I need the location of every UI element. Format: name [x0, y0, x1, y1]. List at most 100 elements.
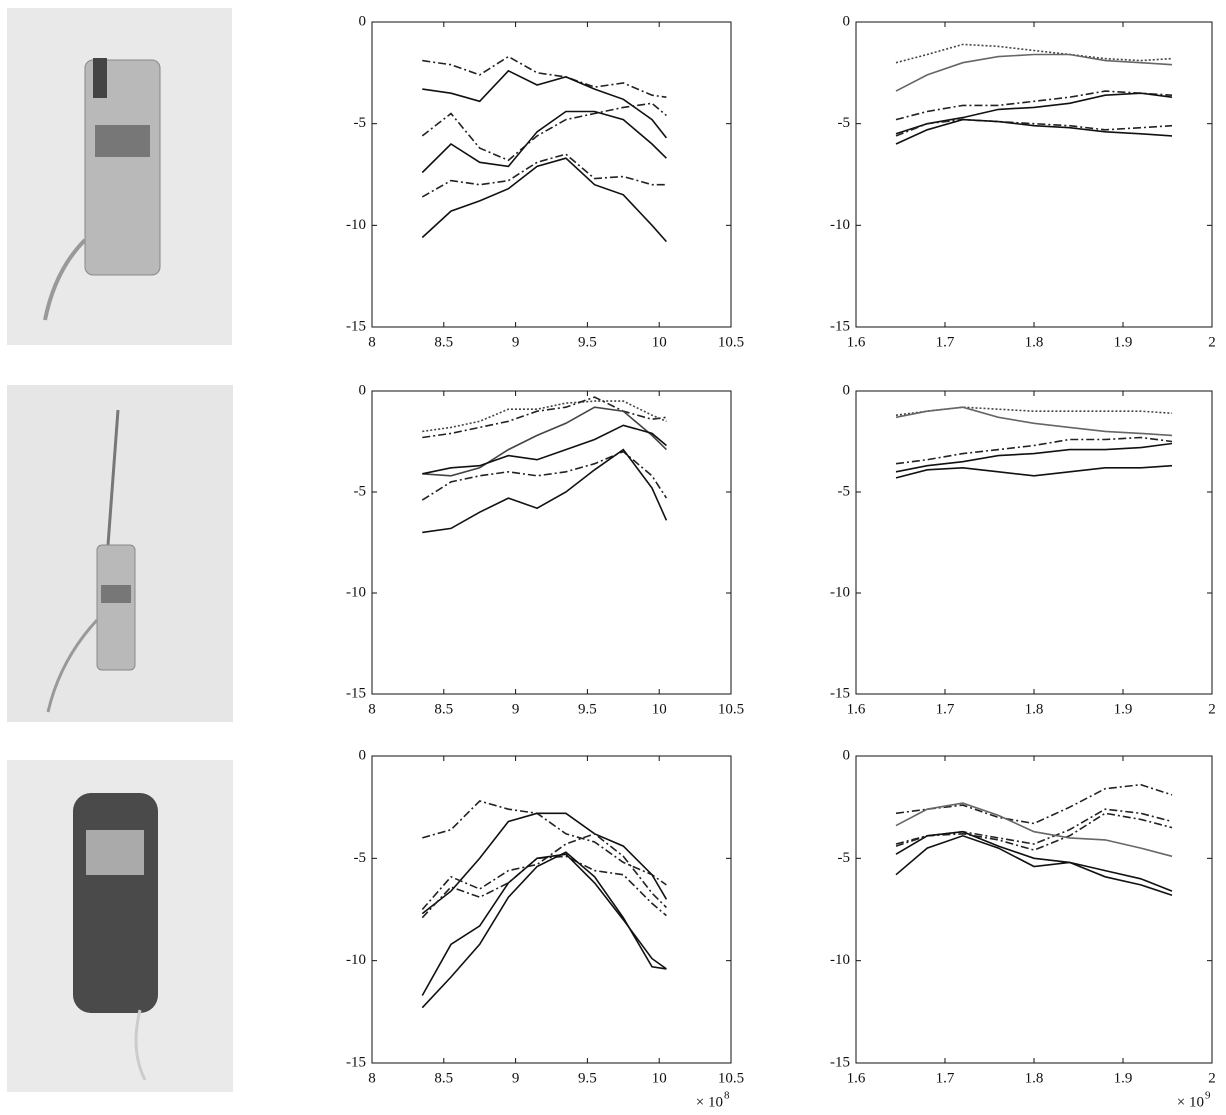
x-tick-label: 8.5	[434, 701, 453, 717]
series-line	[421, 157, 667, 243]
phone-photo-2	[7, 385, 233, 722]
y-tick-label: -15	[830, 685, 850, 701]
y-tick-label: -5	[354, 115, 367, 131]
plot-frame	[371, 21, 732, 328]
x-tick-label: 1.7	[936, 701, 955, 717]
x-tick-label: 1.7	[936, 334, 955, 350]
y-tick-label: -5	[354, 850, 367, 866]
x-tick-label: 1.9	[1114, 334, 1133, 350]
x-tick-label: 9	[512, 334, 520, 350]
series-line	[421, 153, 667, 198]
series-line	[421, 812, 668, 915]
x-tick-label: 10	[652, 1070, 667, 1086]
x-tick-label: 2	[1208, 1070, 1216, 1086]
plot-frame	[855, 390, 1213, 695]
x-tick-label: 1.7	[936, 1070, 955, 1086]
x-tick-label: 10	[652, 701, 667, 717]
x-tick-label: 8.5	[434, 1070, 453, 1086]
y-tick-label: -10	[830, 584, 850, 600]
y-tick-label: 0	[359, 747, 367, 763]
series-line	[895, 436, 1173, 465]
y-tick-label: 0	[843, 13, 851, 29]
x-tick-label: 8	[368, 334, 376, 350]
x-tick-label: 2	[1208, 701, 1216, 717]
phone-photo-3	[7, 760, 233, 1092]
series-line	[895, 118, 1173, 137]
x-tick-label: 1.9	[1114, 701, 1133, 717]
y-tick-label: -15	[830, 318, 850, 334]
y-tick-label: -15	[346, 318, 366, 334]
series-line	[895, 53, 1173, 92]
series-line	[422, 69, 668, 139]
x-tick-label: 2	[1208, 334, 1216, 350]
y-tick-label: 0	[843, 747, 851, 763]
series-line	[422, 396, 667, 439]
series-line	[421, 832, 667, 911]
series-line	[422, 406, 667, 477]
series-line	[895, 118, 1173, 145]
series-line	[895, 43, 1173, 64]
x-tick-label: 1.8	[1025, 334, 1044, 350]
series-line	[895, 92, 1173, 135]
y-tick-label: -15	[346, 685, 366, 701]
y-tick-label: -15	[830, 1054, 850, 1070]
series-line	[421, 102, 667, 162]
series-line	[895, 808, 1173, 845]
x-tick-label: 9.5	[578, 334, 597, 350]
x-tick-label: 8.5	[434, 334, 453, 350]
chart: 8 8.5 9 9.5 10 10.5 0 -5 -10 -15	[346, 382, 744, 717]
series-line	[895, 90, 1173, 121]
x-tick-label: 8	[368, 701, 376, 717]
plot-frame	[371, 390, 732, 695]
x-tick-label: 1.6	[847, 334, 866, 350]
series-line	[422, 800, 667, 886]
x-tick-label: 1.9	[1114, 1070, 1133, 1086]
chart: 1.6 1.7 1.8 1.9 2 0 -5 -10 -15	[830, 382, 1216, 717]
chart: 8 8.5 9 9.5 10 10.5 0 -5 -10 -15	[346, 13, 744, 350]
y-tick-label: 0	[359, 13, 367, 29]
x-tick-label: 10.5	[718, 334, 744, 350]
x-tick-label: 8	[368, 1070, 376, 1086]
x-tick-label: 1.6	[847, 701, 866, 717]
y-tick-label: -10	[346, 217, 366, 233]
x-multiplier-exponent: 9	[1205, 1090, 1211, 1102]
y-tick-label: -5	[354, 483, 367, 499]
series-line	[895, 464, 1173, 479]
series-line	[421, 110, 667, 174]
y-tick-label: -15	[346, 1054, 366, 1070]
x-tick-label: 9	[512, 701, 520, 717]
x-tick-label: 1.6	[847, 1070, 866, 1086]
series-line	[421, 855, 667, 919]
x-tick-label: 1.8	[1025, 1070, 1044, 1086]
series-line	[895, 830, 1173, 892]
series-line	[895, 406, 1173, 416]
series-line	[422, 448, 668, 534]
y-tick-label: 0	[843, 382, 851, 398]
plot-frame	[855, 21, 1213, 328]
y-tick-label: -10	[830, 952, 850, 968]
series-line	[895, 442, 1173, 473]
plot-frame	[855, 755, 1213, 1064]
x-tick-label: 10.5	[718, 1070, 744, 1086]
chart: 1.6 1.7 1.8 1.9 2 0 -5 -10 -15 × 10 9	[830, 747, 1216, 1110]
y-tick-label: -10	[830, 217, 850, 233]
x-tick-label: 9	[512, 1070, 520, 1086]
series-line	[421, 851, 667, 1009]
series-line	[421, 853, 667, 996]
x-tick-label: 9.5	[578, 1070, 597, 1086]
x-multiplier: × 10	[1177, 1094, 1204, 1110]
x-multiplier-exponent: 8	[724, 1090, 730, 1102]
phone-photo-1	[7, 8, 232, 345]
chart: 1.6 1.7 1.8 1.9 2 0 -5 -10 -15	[830, 13, 1216, 350]
y-tick-label: -5	[838, 483, 851, 499]
y-tick-label: -10	[346, 584, 366, 600]
y-tick-label: 0	[359, 382, 367, 398]
series-line	[422, 55, 667, 98]
series-line	[895, 802, 1173, 858]
series-line	[422, 424, 667, 475]
plot-frame	[371, 755, 732, 1064]
chart: 8 8.5 9 9.5 10 10.50-5-10-15× 10 8	[346, 747, 744, 1110]
y-tick-label: -5	[838, 115, 851, 131]
x-tick-label: 9.5	[578, 701, 597, 717]
